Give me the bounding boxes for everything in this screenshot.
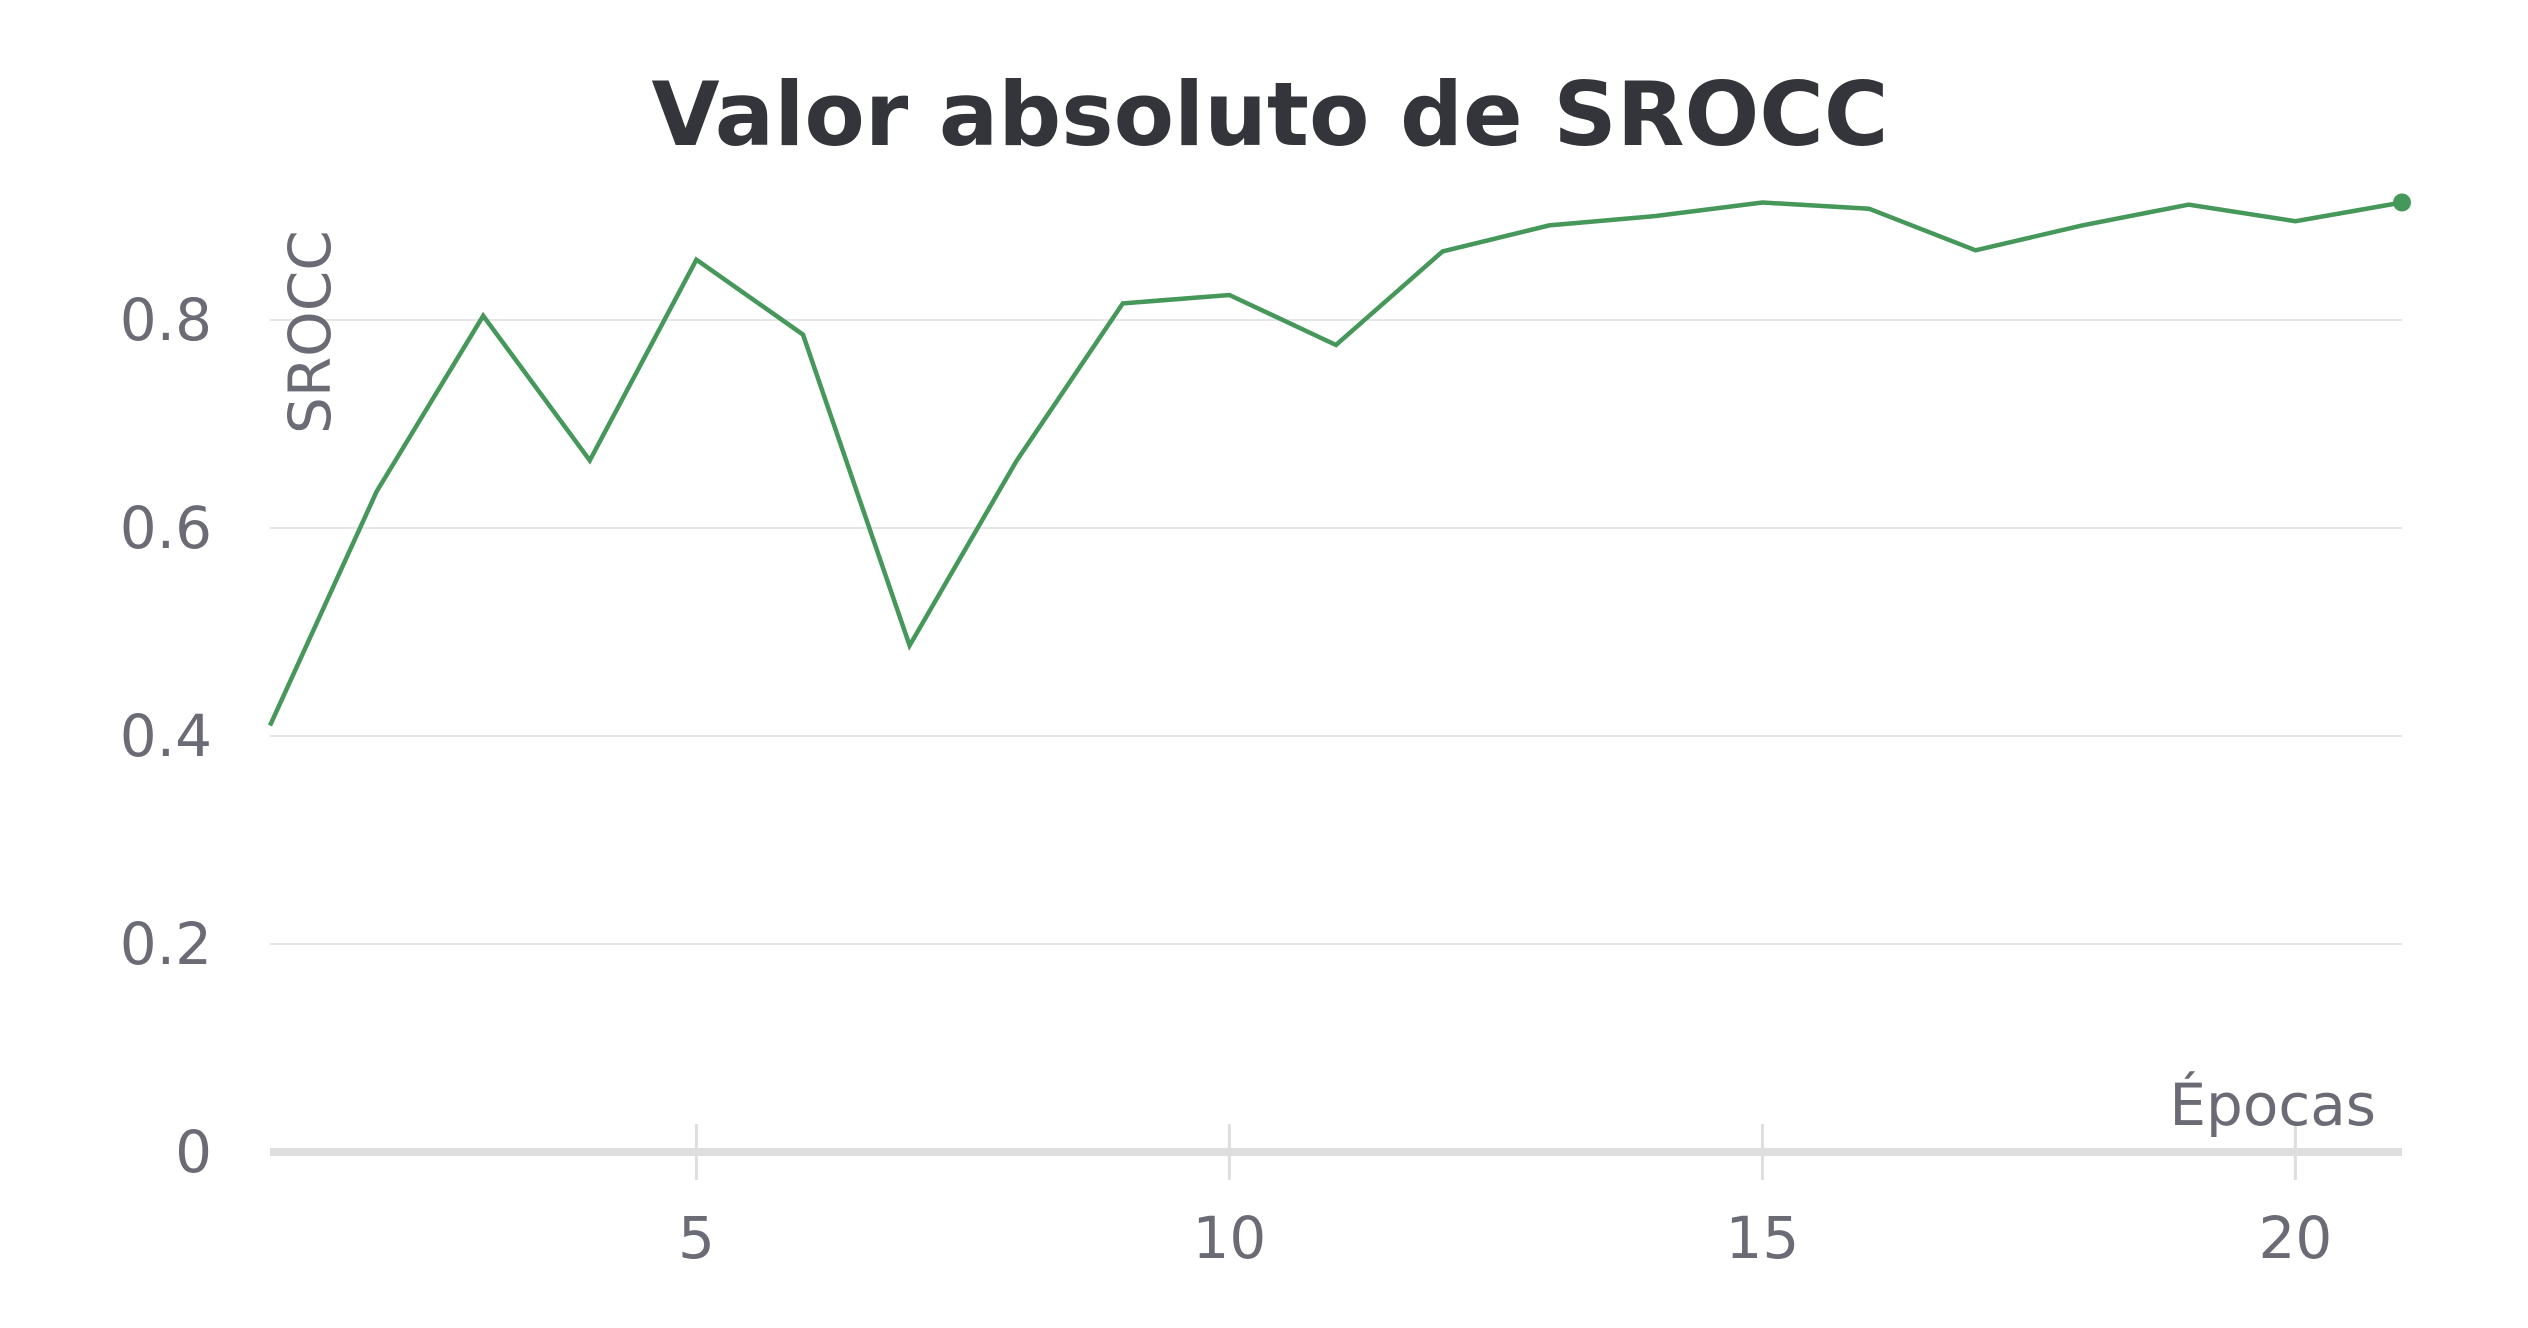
x-tick-label: 15: [1725, 1204, 1799, 1272]
x-tick-label: 20: [2258, 1204, 2332, 1272]
y-axis: 0 0.2 0.4 0.6 0.8: [120, 286, 212, 1186]
x-axis: 5 10 15 20: [270, 1124, 2402, 1272]
y-tick-label: 0.6: [120, 494, 212, 562]
series-layer: [267, 193, 2411, 727]
series-line: [267, 200, 2403, 727]
y-tick-label: 0.8: [120, 286, 212, 354]
y-tick-label: 0.2: [120, 910, 212, 978]
series-end-point: [2393, 193, 2411, 212]
y-tick-label: 0.4: [120, 702, 212, 770]
x-tick-label: 5: [678, 1204, 715, 1272]
y-axis-title: SROCC: [276, 230, 344, 434]
chart-title: Valor absoluto de SROCC: [652, 63, 1889, 166]
x-tick-label: 10: [1192, 1204, 1266, 1272]
x-axis-title: Épocas: [2169, 1070, 2376, 1139]
y-tick-label: 0: [175, 1118, 212, 1186]
gridlines: [270, 319, 2402, 945]
